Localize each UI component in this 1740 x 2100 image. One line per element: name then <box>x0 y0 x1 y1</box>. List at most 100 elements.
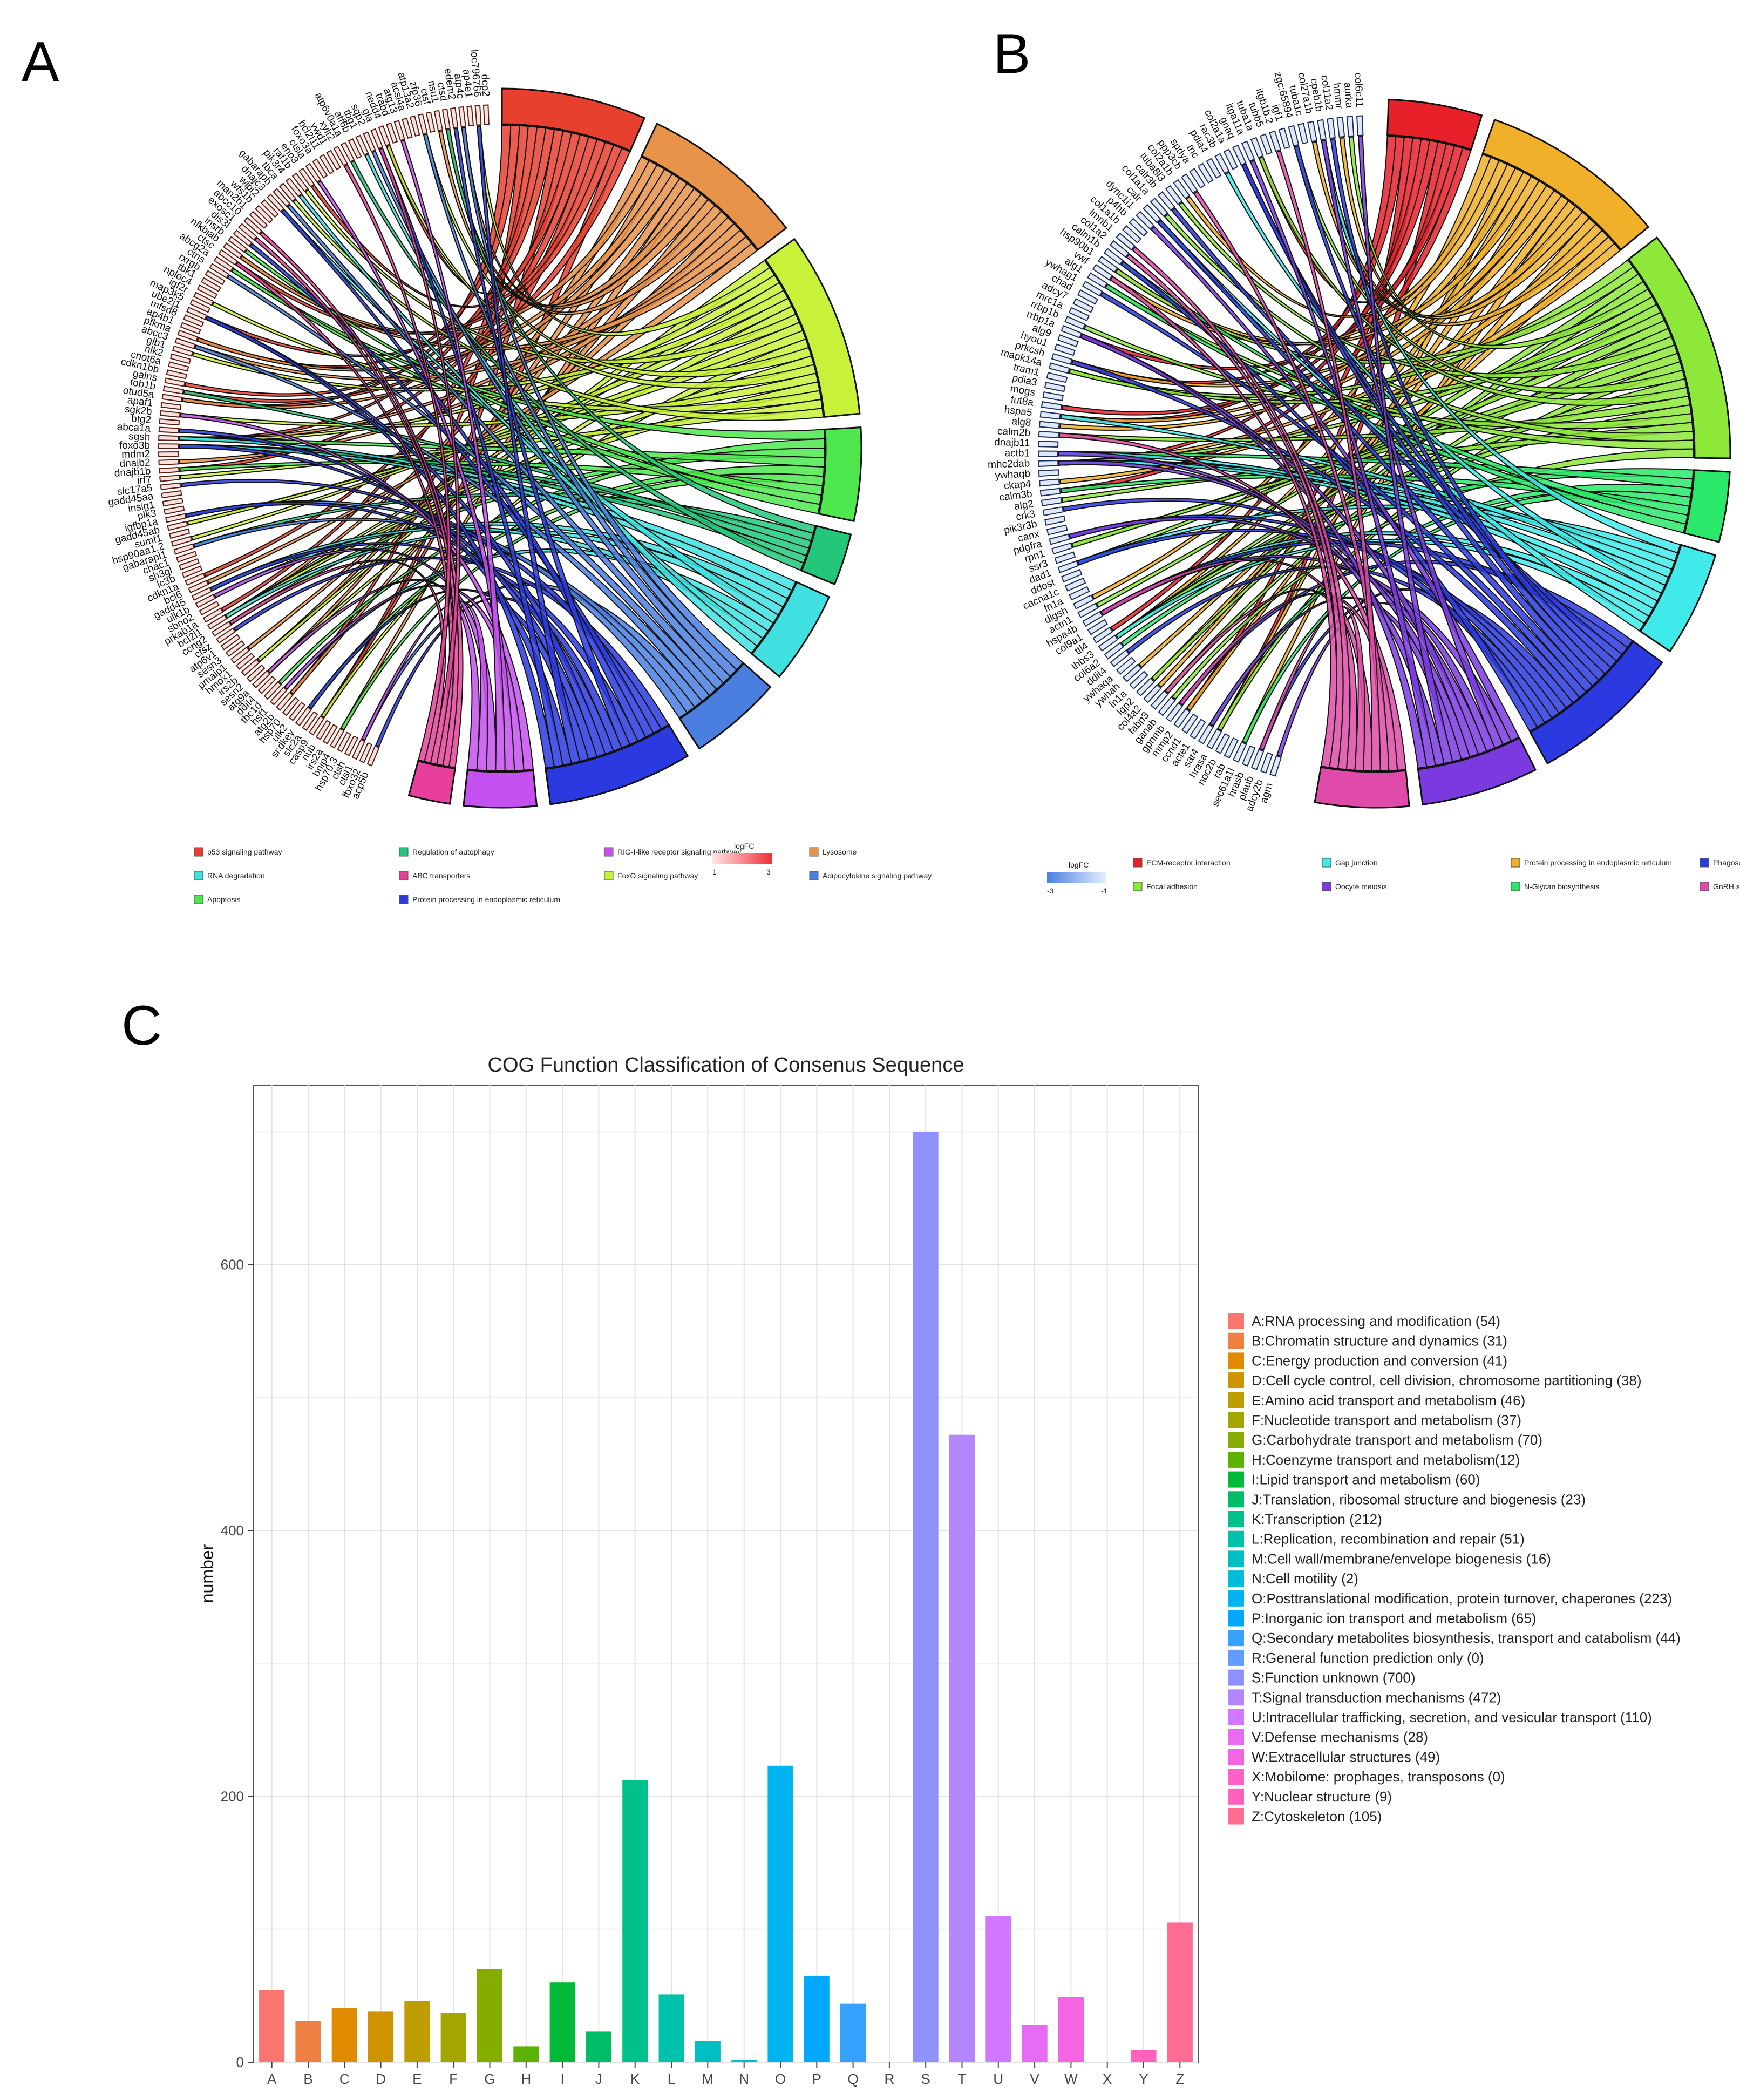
cog-legend-swatch <box>1228 1530 1244 1547</box>
bar-z <box>1167 1922 1193 2062</box>
gene-label: ckap4 <box>1003 478 1032 492</box>
cog-legend-label: Z:Cytoskeleton (105) <box>1252 1808 1382 1825</box>
chord-ribbon <box>385 144 817 389</box>
gene-box <box>329 728 345 749</box>
bar-l <box>658 1994 684 2062</box>
gene-box <box>171 536 193 547</box>
pathway-track <box>678 662 772 750</box>
gene-label: irf7 <box>137 474 152 486</box>
gene-box <box>441 109 451 130</box>
gene-box <box>466 105 474 127</box>
gene-box <box>288 701 306 722</box>
gene-box <box>402 117 413 139</box>
gene-box <box>305 162 322 183</box>
gene-box <box>255 205 274 223</box>
gene-box <box>1057 334 1079 348</box>
cog-legend-swatch <box>1228 1630 1244 1647</box>
gene-box <box>249 211 268 229</box>
chord-ribbon <box>438 130 702 308</box>
chord-ribbon <box>210 542 638 746</box>
x-tick-label: F <box>449 2071 458 2087</box>
gene-label: ywhaqb <box>995 468 1031 482</box>
gene-box <box>1109 240 1130 258</box>
gene-box <box>1116 232 1136 251</box>
gene-box <box>1077 289 1098 305</box>
legend-label: Adipocytokine signaling pathway <box>823 871 932 880</box>
gene-box <box>1198 723 1214 745</box>
chord-ribbon <box>1060 414 1673 578</box>
bar-w <box>1058 1997 1084 2062</box>
chord-ribbon <box>446 128 816 534</box>
gene-box <box>195 594 216 608</box>
gene-label: sgk2b <box>124 403 153 417</box>
gene-box <box>241 658 260 676</box>
gene-box <box>257 675 276 694</box>
gene-box <box>409 115 420 137</box>
panel-label-a: A <box>22 31 59 93</box>
gene-label: dnajb1b <box>114 465 151 479</box>
gene-box <box>1057 560 1079 573</box>
gene-box <box>160 482 181 491</box>
chord-ribbon <box>1259 606 1365 771</box>
legend-label: RIG-I-like receptor signaling pathway <box>617 848 742 856</box>
gene-box <box>1214 153 1230 174</box>
x-tick-label: L <box>668 2071 675 2087</box>
bar-d <box>368 2011 394 2062</box>
legend-swatch <box>1322 858 1331 868</box>
chord-ribbon <box>1157 219 1594 693</box>
legend-label: Protein processing in endoplasmic reticu… <box>412 895 560 904</box>
logfc-max: -1 <box>1101 886 1108 895</box>
gene-box <box>1082 611 1104 627</box>
x-tick-label: E <box>412 2071 422 2087</box>
gene-box <box>1064 316 1086 330</box>
gene-box <box>238 223 257 241</box>
chord-ribbon <box>1339 137 1591 320</box>
chord-ribbon <box>1348 136 1653 349</box>
x-tick-label: O <box>775 2071 786 2087</box>
legend-swatch <box>1511 882 1520 891</box>
gene-box <box>166 369 187 380</box>
gene-box <box>1072 298 1094 313</box>
chord-ribbon <box>192 289 789 392</box>
legend-label: Phagosome <box>1713 858 1740 867</box>
gene-box <box>172 345 194 357</box>
gene-box <box>1038 430 1059 438</box>
gene-box <box>1054 343 1076 356</box>
legend-swatch <box>399 847 409 857</box>
bar-i <box>549 1982 575 2062</box>
chords <box>1058 136 1694 772</box>
legend-label: Apoptosis <box>207 895 240 904</box>
chord-ribbon <box>378 147 460 765</box>
gene-box <box>1190 719 1206 740</box>
logfc-min: 1 <box>712 868 717 876</box>
pathway-track <box>1683 469 1731 543</box>
gene-box <box>201 277 222 292</box>
gene-box <box>235 652 255 670</box>
gene-box <box>1039 411 1061 420</box>
gene-box <box>159 418 180 426</box>
gene-box <box>340 141 355 163</box>
chord-ribbon <box>1276 150 1381 772</box>
pathway-track <box>501 87 646 152</box>
gene-box <box>1259 133 1273 155</box>
gene-box <box>209 263 230 279</box>
gene-box <box>302 711 318 731</box>
gene-box <box>285 177 303 197</box>
chord-ribbon <box>1068 311 1666 404</box>
gene-label: dcp2 <box>479 74 491 97</box>
legend-label: Lysosome <box>823 848 857 856</box>
chord-ribbon <box>1164 213 1694 442</box>
gene-box <box>1046 524 1068 536</box>
cog-legend-swatch <box>1228 1649 1244 1666</box>
cog-legend-label: A:RNA processing and modification (54) <box>1252 1313 1500 1329</box>
bar-t <box>949 1434 975 2062</box>
gene-box <box>1082 280 1103 297</box>
gene-box <box>185 572 206 586</box>
gene-box <box>1136 211 1155 230</box>
cog-legend-label: R:General function prediction only (0) <box>1252 1650 1484 1666</box>
x-tick-label: C <box>339 2071 350 2087</box>
gene-box <box>1039 487 1061 497</box>
gene-box <box>1049 533 1070 545</box>
gene-box <box>205 270 226 286</box>
